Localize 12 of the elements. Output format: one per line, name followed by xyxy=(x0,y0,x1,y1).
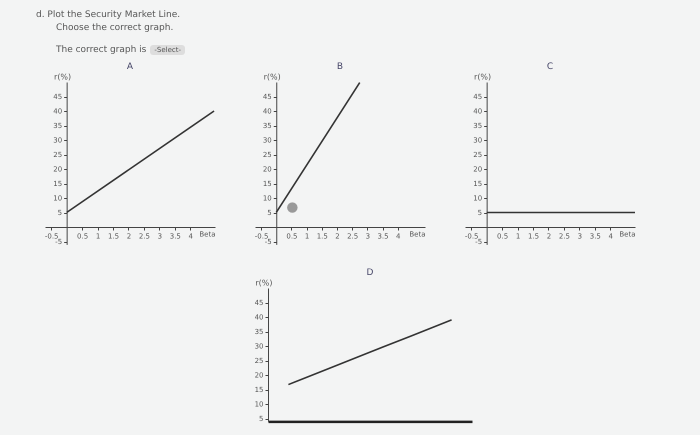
y-axis-title: r(%) xyxy=(54,72,72,82)
chart-title: B xyxy=(336,62,344,72)
y-axis-title: r(%) xyxy=(474,72,492,82)
text: Choose the correct graph. xyxy=(56,23,174,33)
y-axis-title: r(%) xyxy=(255,278,273,288)
y-axis-title: r(%) xyxy=(264,72,281,82)
text: d. Plot the Security Market Line. xyxy=(36,10,180,20)
line-series xyxy=(288,319,452,386)
chart-title: C xyxy=(546,62,554,72)
chart-title: D xyxy=(366,268,374,278)
text: The correct graph is xyxy=(56,45,146,55)
chart-title: A xyxy=(126,62,134,72)
